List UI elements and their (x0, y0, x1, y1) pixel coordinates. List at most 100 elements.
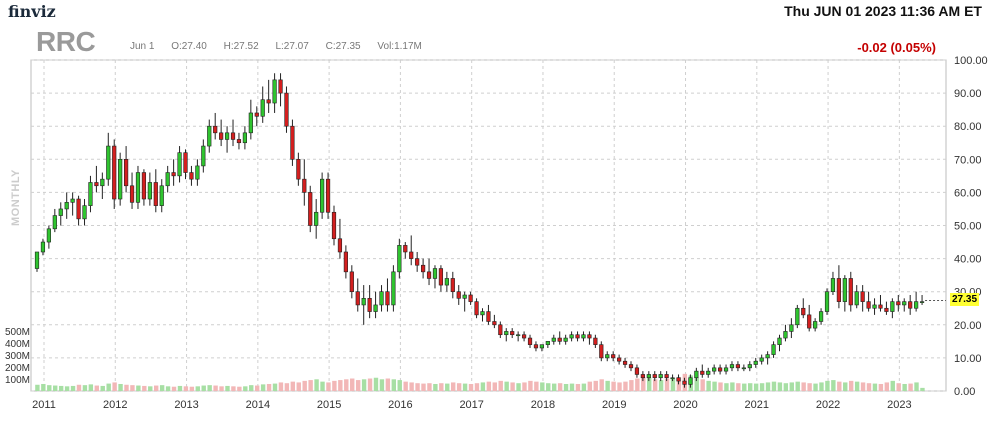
volume-bar (254, 385, 260, 391)
candle-body (474, 301, 479, 316)
candle-body (40, 241, 46, 253)
volume-bar (872, 383, 878, 391)
volume-bar (694, 377, 699, 391)
candle-body (266, 99, 271, 104)
candle-body (919, 301, 925, 303)
volume-bar (664, 378, 670, 391)
volume-bar (480, 382, 486, 391)
volume-bar (302, 380, 307, 391)
volume-bar (486, 381, 492, 391)
candle-body (456, 291, 461, 299)
candle-body (308, 192, 313, 226)
candle-body (201, 145, 206, 167)
candle-body (296, 159, 301, 180)
candle-body (224, 132, 230, 140)
volume-bar (94, 385, 99, 391)
candle-body (878, 304, 883, 309)
volume-bar (266, 383, 272, 391)
volume-bar (355, 380, 361, 391)
volume-bar (510, 382, 515, 391)
candle-body (343, 251, 348, 273)
volume-bar (142, 385, 147, 391)
volume-bar (492, 382, 497, 391)
volume-bar (130, 385, 135, 391)
volume-bar (225, 385, 230, 391)
volume-bar (516, 383, 521, 391)
volume-bar (35, 384, 40, 391)
year-label: 2019 (602, 399, 626, 411)
volume-bar (635, 378, 640, 391)
candle-body (658, 374, 663, 379)
volume-bar (837, 381, 842, 391)
candle-body (581, 334, 586, 339)
candle-body (860, 291, 865, 302)
candle-body (914, 301, 919, 309)
candle-body (397, 245, 402, 273)
volume-bar (771, 381, 777, 391)
candle-body (516, 334, 521, 337)
volume-bar (118, 383, 123, 391)
candle-body (106, 145, 111, 180)
candle-body (70, 198, 75, 203)
volume-bar (165, 386, 171, 391)
volume-bar (456, 383, 462, 391)
candle-body (611, 354, 616, 359)
candle-body (688, 377, 693, 385)
finviz-logo[interactable]: finviz (8, 2, 56, 21)
volume-bar (658, 380, 664, 391)
volume-bar (540, 382, 545, 391)
candle-body (165, 172, 170, 187)
candle-body (153, 182, 158, 206)
volume-bar (563, 383, 569, 391)
candle-body (789, 324, 794, 332)
candle-body (278, 79, 283, 94)
volume-bar (201, 385, 206, 391)
candle-body (807, 314, 812, 329)
candle-body (118, 159, 123, 200)
volume-bar (183, 386, 189, 391)
candle-body (147, 182, 152, 200)
candle-body (884, 307, 889, 312)
volume-bar (843, 382, 848, 391)
candle-body (219, 132, 224, 140)
candle-body (747, 364, 752, 369)
candle-body (314, 211, 319, 226)
price-change: -0.02 (0.05%) (857, 40, 936, 55)
candle-body (46, 228, 51, 243)
candle-body (813, 321, 818, 329)
volume-bar (361, 379, 367, 391)
candle-body (492, 321, 497, 326)
volume-bar (593, 380, 598, 391)
volume-bar (272, 383, 278, 391)
volume-bar (148, 386, 153, 391)
volume-bar (189, 386, 195, 391)
candle-body (135, 172, 141, 203)
candle-body (254, 112, 259, 117)
candle-body (824, 291, 830, 312)
candle-body (159, 185, 164, 206)
price-tick-label: 80.00 (954, 121, 982, 133)
last-price-badge: 27.35 (950, 293, 980, 306)
volume-bar (373, 377, 379, 391)
candle-body (682, 380, 687, 385)
volume-bar (403, 381, 408, 391)
candle-body (836, 278, 841, 302)
volume-bar (171, 386, 177, 391)
candle-body (712, 367, 717, 372)
candle-body (854, 291, 859, 306)
volume-bar (106, 383, 111, 391)
volume-bar (219, 386, 224, 391)
volume-bar (47, 385, 52, 391)
volume-bar (154, 385, 159, 391)
year-label: 2011 (32, 399, 56, 411)
candle-body (207, 125, 212, 147)
candle-body (112, 145, 117, 200)
volume-bar (617, 382, 622, 391)
year-label: 2018 (531, 399, 555, 411)
volume-bar (260, 384, 266, 391)
candle-body (284, 92, 289, 127)
volume-bar (748, 383, 753, 391)
volume-bar (801, 382, 806, 391)
candle-body (818, 311, 824, 322)
